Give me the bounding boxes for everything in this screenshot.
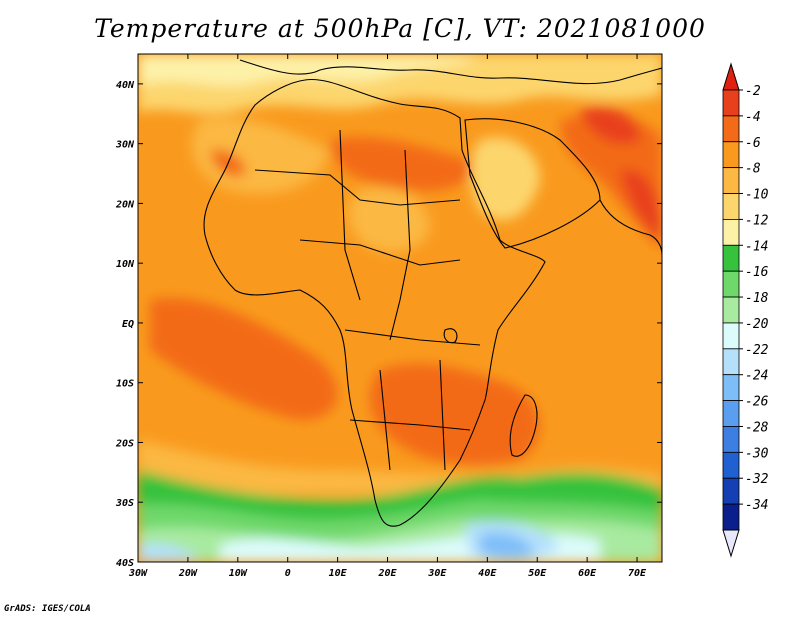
x-tick-label: 20W — [178, 568, 198, 579]
colorbar-label: -14 — [745, 239, 768, 254]
border-2 — [339, 129, 361, 301]
colorbar-swatch — [722, 348, 740, 376]
colorbar-swatch — [722, 167, 740, 194]
colorbar-top-arrow — [722, 62, 740, 91]
x-axis: 30W 20W 10W 0 10E 20E 30E 40E 50E 60E 70E — [128, 54, 647, 579]
x-tick-label: 10W — [229, 568, 248, 579]
x-tick-label: 70E — [628, 568, 647, 579]
colorbar-swatch — [722, 270, 740, 298]
y-axis: 40N 30N 20N 10N EQ 10S 20S 30S 40S — [115, 80, 662, 569]
credit-label: GrADS: IGES/COLA — [4, 604, 91, 614]
border-5 — [344, 329, 481, 346]
colorbar-label: -30 — [745, 446, 769, 461]
colorbar: -2 -4 -6 -8 -10 -12 -14 -16 -18 -20 -22 -24 -26 -28 -3… — [722, 62, 769, 558]
colorbar-label: -32 — [745, 472, 769, 487]
colorbar-label: -20 — [745, 317, 769, 332]
asia-coastline — [599, 199, 662, 256]
colorbar-swatch — [722, 477, 740, 505]
colorbar-swatch — [722, 400, 740, 427]
x-tick-label: 0 — [285, 568, 291, 579]
field-arabia-yellow — [470, 137, 540, 220]
colorbar-label: -6 — [745, 136, 761, 151]
colorbar-label: -18 — [745, 291, 769, 306]
africa-coastline — [203, 78, 546, 527]
europe-coastline — [239, 59, 662, 85]
y-tick-label: 30S — [115, 498, 134, 509]
field-iran-hot — [580, 106, 640, 144]
colorbar-swatch — [722, 244, 740, 272]
colorbar-label: -4 — [745, 110, 761, 125]
colorbar-swatch — [722, 193, 740, 220]
border-1 — [254, 169, 461, 206]
x-tick-label: 10E — [329, 568, 348, 579]
temperature-field — [138, 54, 662, 562]
coastlines — [203, 59, 662, 527]
x-tick-label: 20E — [377, 568, 397, 579]
x-tick-label: 40E — [478, 568, 497, 579]
colorbar-swatch — [722, 219, 740, 246]
field-blue — [480, 532, 535, 560]
colorbar-label: -26 — [745, 395, 769, 410]
field-atlantic-warm — [150, 298, 338, 420]
field-asia-warm — [560, 115, 662, 251]
colorbar-label: -22 — [745, 343, 769, 358]
colorbar-bottom-arrow — [722, 529, 740, 558]
colorbar-label: -10 — [745, 188, 769, 203]
field-sahara-west — [191, 117, 330, 194]
colorbar-swatch — [722, 451, 740, 479]
x-tick-label: 60E — [578, 568, 597, 579]
colorbar-swatch — [722, 89, 740, 117]
y-tick-label: EQ — [122, 319, 134, 330]
border-4 — [299, 239, 461, 266]
field-north-coolest — [138, 54, 480, 86]
x-tick-label: 30W — [128, 568, 148, 579]
x-tick-label: 30E — [427, 568, 447, 579]
colorbar-label: -34 — [745, 498, 768, 513]
plot-frame — [137, 53, 663, 563]
x-tick-label: 50E — [528, 568, 547, 579]
colorbar-swatch — [722, 503, 740, 531]
colorbar-swatch — [722, 322, 740, 350]
y-tick-label: 20N — [115, 199, 135, 210]
colorbar-label: -28 — [745, 420, 769, 435]
colorbar-swatch — [722, 115, 740, 143]
field-sahara-warm — [330, 137, 472, 191]
field-southafrica-warm — [369, 363, 540, 465]
field-india-hot — [620, 169, 662, 240]
y-tick-label: 40S — [116, 558, 134, 569]
colorbar-swatch — [722, 296, 740, 324]
colorbar-label: -8 — [745, 162, 761, 177]
colorbar-label: -12 — [745, 213, 769, 228]
colorbar-swatch — [722, 374, 740, 401]
border-7 — [379, 369, 391, 471]
colorbar-label: -16 — [745, 265, 769, 280]
border-8 — [439, 359, 446, 471]
y-tick-label: 10S — [116, 379, 134, 390]
colorbar-swatch — [722, 141, 740, 169]
border-6 — [349, 419, 471, 431]
colorbar-swatch — [722, 426, 740, 453]
colorbar-label: -2 — [745, 84, 761, 99]
y-tick-label: 30N — [115, 140, 135, 151]
colorbar-label: -24 — [745, 369, 768, 384]
border-3 — [389, 149, 411, 341]
y-tick-label: 10N — [116, 259, 135, 270]
madagascar-coastline — [509, 394, 538, 457]
y-tick-label: 40N — [116, 80, 135, 91]
field-sw-blue — [138, 543, 200, 562]
lake-victoria — [443, 328, 458, 344]
y-tick-label: 20S — [115, 438, 134, 449]
chart-title: Temperature at 500hPa [C], VT: 202108100… — [94, 14, 706, 43]
